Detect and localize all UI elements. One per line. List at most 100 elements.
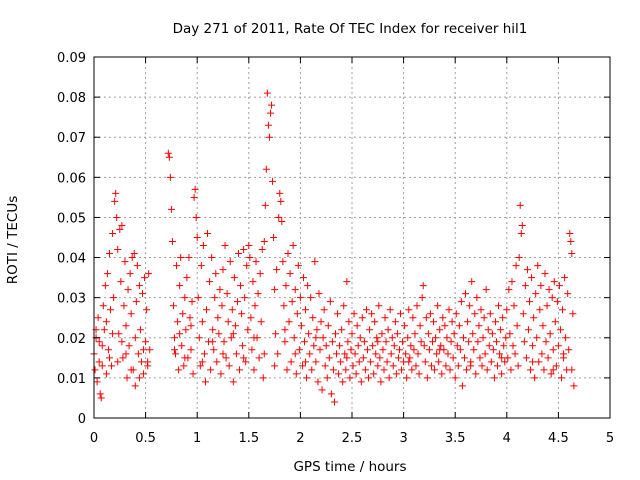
data-point [416, 322, 424, 330]
data-point [417, 338, 425, 346]
data-point [286, 270, 294, 278]
data-point [231, 322, 239, 330]
y-tick-label: 0.06 [57, 171, 86, 186]
data-point [481, 350, 489, 358]
data-point [505, 286, 513, 294]
data-point [251, 302, 259, 310]
data-point [570, 382, 578, 390]
data-point [198, 318, 206, 326]
data-point [112, 189, 120, 197]
data-point [229, 378, 237, 386]
data-point [356, 334, 364, 342]
data-point [555, 282, 563, 290]
data-point [524, 326, 532, 334]
data-point [335, 370, 343, 378]
data-point [391, 318, 399, 326]
data-point [534, 262, 542, 270]
data-point [172, 350, 180, 358]
data-point [213, 358, 221, 366]
data-point [398, 366, 406, 374]
data-point [343, 278, 351, 286]
data-point [339, 378, 347, 386]
data-point [474, 338, 482, 346]
data-point [355, 358, 363, 366]
data-point [562, 334, 570, 342]
data-point [188, 298, 196, 306]
data-point [451, 374, 459, 382]
data-point [275, 213, 283, 221]
data-point [535, 358, 543, 366]
data-point [247, 314, 255, 322]
data-point [518, 221, 526, 229]
data-point [516, 201, 524, 209]
data-point [305, 330, 313, 338]
data-point [222, 354, 230, 362]
x-tick-label: 2 [296, 431, 304, 446]
data-point [401, 322, 409, 330]
data-point [164, 149, 172, 157]
data-point [414, 350, 422, 358]
data-point [389, 362, 397, 370]
data-point [237, 282, 245, 290]
data-point [566, 229, 574, 237]
data-point [529, 342, 537, 350]
data-point [504, 354, 512, 362]
data-point [277, 197, 285, 205]
data-point [544, 354, 552, 362]
data-point [271, 286, 279, 294]
data-point [266, 109, 274, 117]
data-point [312, 358, 320, 366]
data-point [569, 310, 577, 318]
data-point [303, 374, 311, 382]
data-point [201, 378, 209, 386]
x-tick-label: 0.5 [135, 431, 156, 446]
data-point [385, 374, 393, 382]
data-point [554, 342, 562, 350]
data-point [95, 338, 103, 346]
data-point [317, 318, 325, 326]
data-point [374, 338, 382, 346]
data-point [179, 310, 187, 318]
data-point [428, 338, 436, 346]
data-point [404, 334, 412, 342]
data-point [191, 185, 199, 193]
data-point [551, 318, 559, 326]
data-point [230, 274, 238, 282]
data-point [249, 278, 257, 286]
data-point [119, 354, 127, 362]
data-point [348, 330, 356, 338]
data-point [260, 238, 268, 246]
data-point [257, 318, 265, 326]
data-point [236, 366, 244, 374]
data-point [523, 266, 531, 274]
data-point [216, 286, 224, 294]
data-point [195, 334, 203, 342]
data-point [477, 306, 485, 314]
data-point [245, 242, 253, 250]
data-point [443, 334, 451, 342]
data-point [310, 342, 318, 350]
data-point [540, 366, 548, 374]
data-point [325, 354, 333, 362]
x-tick-label: 0 [90, 431, 98, 446]
data-point [403, 374, 411, 382]
data-point [137, 358, 145, 366]
data-point [109, 229, 117, 237]
data-point [528, 274, 536, 282]
data-point [498, 354, 506, 362]
data-point [143, 306, 151, 314]
data-point [206, 278, 214, 286]
data-point [291, 350, 299, 358]
data-point [173, 262, 181, 270]
data-point [447, 338, 455, 346]
data-point [549, 366, 557, 374]
data-point [352, 370, 360, 378]
data-point [108, 362, 116, 370]
data-point [567, 238, 575, 246]
y-tick-label: 0 [78, 412, 86, 427]
data-point [212, 270, 220, 278]
data-point [165, 153, 173, 161]
data-point [166, 173, 174, 181]
data-point [135, 282, 143, 290]
